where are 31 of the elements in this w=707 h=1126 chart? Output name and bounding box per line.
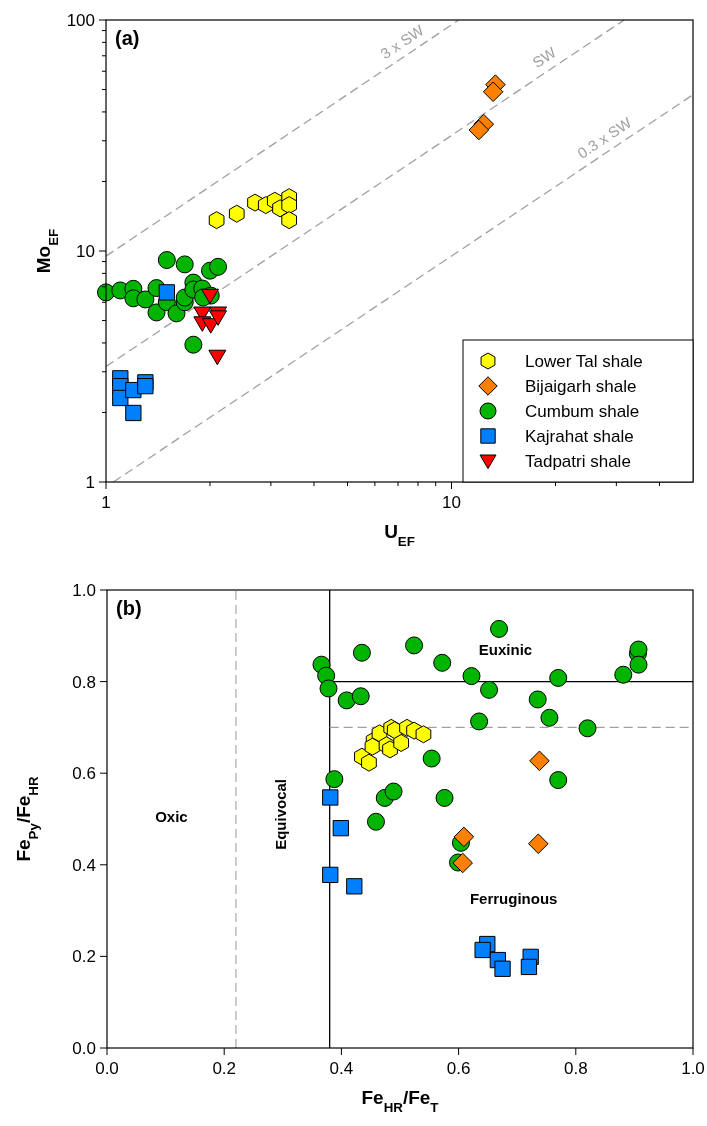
annotation: Ferruginous — [469, 889, 558, 907]
x-tick-label: 0.4 — [329, 1059, 354, 1078]
legend-label: Bijaigarh shale — [525, 377, 637, 396]
x-tick-label: 1.0 — [681, 1059, 705, 1078]
legend-label: Kajrahat shale — [525, 427, 634, 446]
annotation: Euxinic — [478, 640, 533, 658]
y-tick-label: 1 — [85, 472, 95, 492]
y-tick-label: 0.6 — [72, 764, 96, 784]
legend-label: Cumbum shale — [525, 402, 640, 421]
text: SW — [529, 43, 560, 72]
legend-label: Tadpatri shale — [525, 452, 631, 471]
y-tick-label: 0.8 — [72, 672, 96, 692]
y-tick-label: 100 — [66, 10, 95, 30]
y-tick-label: 0.2 — [72, 947, 96, 967]
text: 3 x SW — [377, 20, 428, 63]
x-axis-title: Fe$_{HR}$/Fe$_{T}$ — [361, 1087, 439, 1115]
x-tick-label: 0.0 — [95, 1059, 119, 1078]
text: 0.3 x SW — [574, 113, 636, 162]
y-tick-label: 0.4 — [72, 855, 96, 875]
y-tick-label: 1.0 — [72, 580, 96, 600]
annotation: Equivocal — [272, 778, 290, 850]
chart-title: (a) — [115, 27, 140, 49]
x-tick-label: 0.2 — [212, 1059, 237, 1078]
y-tick-label: 10 — [76, 241, 95, 261]
legend-label: Lower Tal shale — [525, 352, 643, 371]
x-tick-label: 0.6 — [446, 1059, 471, 1078]
x-axis-title: U$_{EF}$ — [384, 521, 415, 549]
y-tick-label: 0.0 — [72, 1038, 96, 1058]
chart-title: (b) — [116, 597, 142, 619]
annotation: Oxic — [155, 807, 188, 825]
x-tick-label: 0.8 — [563, 1059, 588, 1078]
